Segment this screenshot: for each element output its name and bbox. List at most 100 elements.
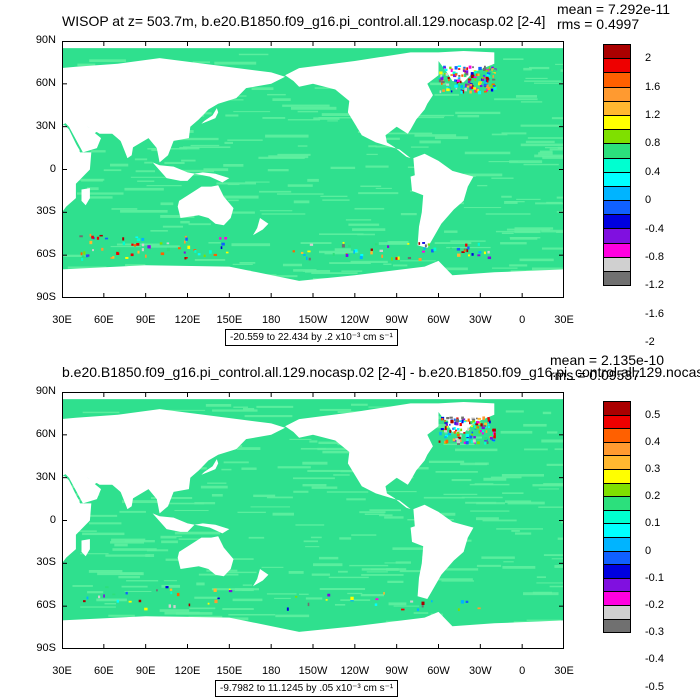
texture-band: [261, 566, 284, 568]
anomaly-cell: [463, 66, 466, 69]
latitude-label: 30S: [36, 556, 56, 569]
texture-band: [349, 564, 389, 567]
anomaly-cell: [463, 432, 466, 434]
texture-band: [87, 187, 99, 191]
anomaly-cell: [461, 416, 464, 420]
texture-band: [520, 124, 560, 127]
anomaly-cell: [207, 602, 210, 605]
texture-band: [501, 474, 544, 477]
texture-band: [178, 538, 213, 540]
texture-band: [229, 558, 254, 560]
anomaly-cell: [477, 254, 481, 257]
texture-band: [383, 263, 392, 265]
anomaly-cell: [444, 440, 446, 444]
anomaly-cell: [477, 242, 480, 246]
texture-band: [504, 200, 518, 204]
anomaly-cell: [81, 257, 84, 261]
longitude-label: 90E: [135, 665, 156, 677]
anomaly-cell: [476, 89, 479, 92]
anomaly-cell: [456, 439, 461, 444]
anomaly-cell: [481, 426, 485, 430]
texture-band: [302, 461, 328, 465]
anomaly-cell: [185, 237, 188, 241]
texture-band: [207, 482, 227, 484]
texture-band: [549, 585, 564, 588]
texture-band: [192, 61, 211, 64]
anomaly-cell: [450, 68, 453, 72]
colorbar-box: [603, 214, 631, 229]
texture-band: [410, 146, 429, 148]
latitude-label: 90S: [36, 291, 56, 303]
anomaly-cell: [469, 435, 473, 439]
anomaly-cell: [456, 417, 459, 420]
texture-band: [307, 469, 355, 472]
colorbar-box: [603, 129, 631, 144]
anomaly-cell: [486, 79, 489, 83]
colorbar-label: -0.2: [645, 599, 664, 611]
texture-band: [80, 553, 109, 555]
texture-band: [542, 411, 552, 415]
contour-range-label: -20.559 to 22.434 by .2 x10⁻³ cm s⁻¹: [225, 329, 398, 346]
anomaly-cell: [370, 251, 373, 255]
anomaly-cell: [465, 72, 469, 76]
anomaly-cell: [446, 416, 450, 420]
anomaly-cell: [184, 235, 187, 239]
anomaly-cell: [307, 602, 310, 607]
texture-band: [544, 146, 564, 149]
texture-band: [82, 532, 125, 536]
texture-band: [538, 152, 553, 156]
anomaly-cell: [487, 256, 492, 260]
texture-band: [228, 613, 276, 616]
texture-band: [174, 509, 209, 512]
anomaly-cell: [225, 251, 229, 254]
anomaly-cell: [472, 66, 474, 69]
anomaly-cell: [422, 250, 425, 253]
anomaly-cell: [136, 238, 141, 242]
texture-band: [121, 585, 148, 588]
texture-band: [275, 614, 310, 618]
anomaly-cell: [141, 243, 145, 247]
antarctica-land: [62, 260, 564, 298]
map-svg: [62, 41, 564, 298]
texture-band: [360, 593, 385, 597]
anomaly-cell: [466, 83, 470, 86]
texture-band: [80, 606, 116, 608]
texture-band: [160, 535, 182, 538]
texture-band: [501, 195, 512, 198]
anomaly-cell: [457, 436, 461, 439]
longitude-label: 150W: [298, 665, 328, 677]
anomaly-cell: [465, 70, 469, 74]
anomaly-cell: [98, 595, 101, 599]
anomaly-cell: [452, 438, 456, 442]
texture-band: [175, 612, 213, 615]
anomaly-speckles: [83, 416, 496, 612]
texture-band: [435, 471, 478, 473]
texture-band: [328, 576, 369, 579]
texture-band: [232, 263, 253, 265]
latitude-label: 60S: [36, 248, 56, 261]
anomaly-cell: [375, 598, 379, 601]
anomaly-cell: [476, 441, 480, 445]
texture-band: [340, 599, 371, 601]
texture-band: [160, 214, 195, 218]
anomaly-cell: [458, 77, 461, 79]
texture-band: [460, 462, 488, 466]
anomaly-cell: [470, 425, 473, 428]
texture-band: [554, 448, 564, 451]
anomaly-cell: [469, 83, 473, 87]
map-svg: [62, 392, 564, 649]
texture-band: [276, 193, 324, 195]
anomaly-cell: [423, 247, 426, 250]
anomaly-cell: [354, 249, 358, 253]
colorbar-box: [603, 100, 631, 115]
plot-title: WISOP at z= 503.7m, b.e20.B1850.f09_g16.…: [62, 13, 546, 29]
texture-band: [189, 607, 216, 610]
anomaly-cell: [485, 84, 489, 88]
anomaly-cell: [170, 591, 173, 595]
anomaly-cell: [487, 426, 490, 429]
texture-band: [526, 619, 562, 621]
anomaly-cell: [450, 90, 453, 93]
anomaly-cell: [342, 241, 345, 244]
colorbar-box: [603, 157, 631, 172]
anomaly-cell: [444, 422, 448, 424]
